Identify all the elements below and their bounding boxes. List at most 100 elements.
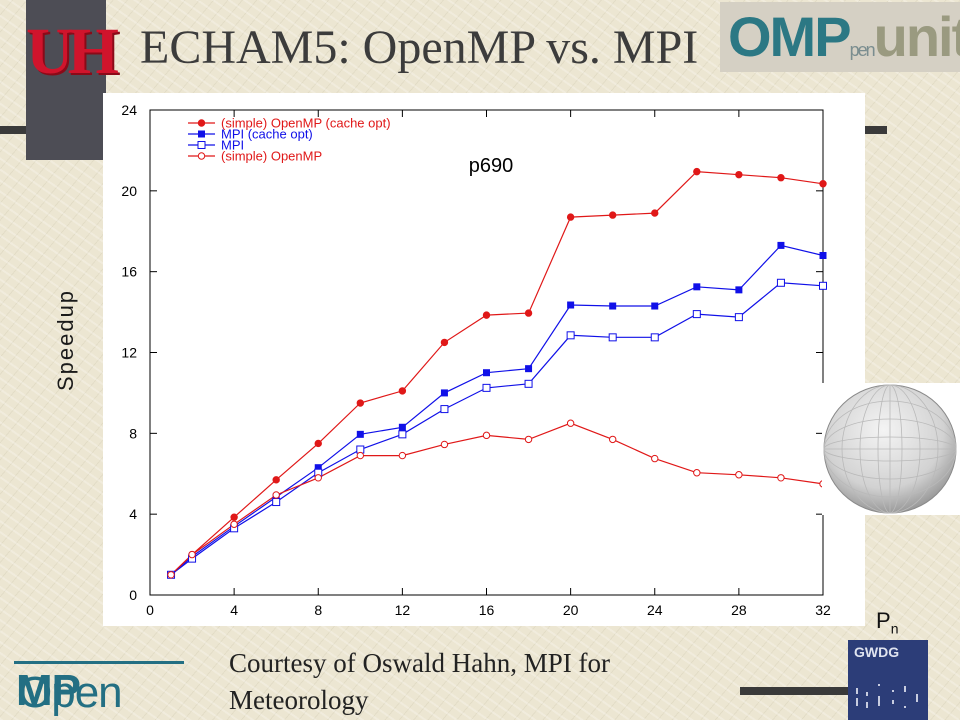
data-point-s2	[819, 252, 827, 259]
x-tick-label: 8	[314, 602, 322, 618]
y-tick-label: 4	[129, 506, 137, 522]
plot-frame	[149, 109, 824, 596]
series-line-2	[170, 244, 824, 576]
y-tick-label: 8	[129, 425, 137, 441]
data-point-s1	[398, 387, 407, 395]
credit-text: Courtesy of Oswald Hahn, MPI for Meteoro…	[229, 648, 610, 715]
gwdg-logo-text: GWDG	[854, 644, 900, 660]
community-logo: OMPpenunity	[720, 2, 960, 72]
data-point-s3	[440, 405, 449, 414]
data-point-s2	[609, 302, 617, 310]
data-point-s2	[735, 286, 743, 294]
legend-marker-2	[198, 130, 205, 138]
data-point-s4	[735, 471, 743, 479]
legend-label-2: MPI (cache opt)	[221, 127, 313, 142]
data-point-s1	[314, 439, 322, 448]
data-point-s1	[608, 211, 617, 219]
y-tick-label: 12	[121, 345, 137, 361]
data-point-s3	[819, 281, 827, 290]
data-point-s3	[692, 310, 701, 319]
y-tick-label: 20	[121, 183, 137, 199]
x-tick-label: 0	[146, 602, 154, 618]
data-point-s4	[398, 451, 407, 460]
data-point-s2	[777, 241, 785, 249]
x-tick-label: 20	[563, 602, 579, 618]
decor-bar-right	[865, 126, 887, 134]
y-axis-label: Speedup	[53, 288, 78, 392]
decor-bar-bottom	[740, 687, 848, 695]
data-point-s2	[398, 423, 406, 431]
data-point-s2	[525, 365, 533, 373]
legend-marker-1	[197, 119, 206, 127]
x-tick-label: 32	[815, 602, 831, 618]
uh-logo-text: UH	[26, 15, 119, 88]
data-point-s4	[230, 520, 238, 528]
data-point-s2	[356, 430, 364, 438]
data-point-s1	[356, 399, 365, 407]
series-line-3	[170, 282, 824, 576]
x-tick-label: 24	[647, 602, 663, 618]
data-point-s3	[776, 278, 785, 287]
y-tick-label: 0	[129, 587, 137, 603]
data-point-s1	[693, 167, 701, 176]
legend-label-3: MPI	[221, 138, 244, 153]
data-point-s3	[650, 333, 659, 342]
data-point-s1	[440, 338, 449, 347]
data-point-s4	[440, 440, 449, 449]
legend-label-1: (simple) OpenMP (cache opt)	[221, 116, 391, 131]
data-point-s2	[440, 389, 448, 397]
data-point-s1	[482, 311, 491, 319]
y-tick-label: 16	[121, 264, 137, 280]
community-logo-tail: unity	[873, 5, 960, 68]
data-point-s4	[167, 571, 175, 579]
chart-annotation: p690	[469, 155, 514, 177]
data-point-s3	[272, 498, 281, 507]
data-point-s3	[398, 430, 407, 439]
data-point-s4	[524, 435, 533, 444]
globe-image	[822, 383, 960, 515]
data-point-s4	[482, 431, 491, 440]
openmp-logo-light: Open	[18, 668, 123, 717]
data-point-s4	[651, 454, 659, 463]
x-tick-label: 4	[230, 602, 238, 618]
legend-marker-4	[197, 152, 206, 160]
slide-title: ECHAM5: OpenMP vs. MPI	[140, 21, 699, 74]
data-point-s1	[735, 170, 743, 179]
legend-label-4: (simple) OpenMP	[221, 149, 322, 164]
data-point-s1	[819, 180, 827, 188]
data-point-s3	[566, 331, 575, 340]
data-point-s3	[482, 383, 491, 392]
data-point-s2	[483, 369, 490, 377]
x-tick-label: 28	[731, 602, 747, 618]
data-point-s4	[608, 435, 617, 444]
data-point-s1	[651, 209, 659, 217]
data-point-s1	[230, 513, 238, 521]
data-point-s1	[272, 476, 280, 484]
data-point-s3	[524, 379, 533, 388]
data-point-s4	[777, 474, 785, 482]
data-point-s4	[314, 474, 322, 482]
chart-panel: 0 4 8 12 16 20 24 28 32 0 4 8 12 16 20 24 (simple) OpenM…	[103, 93, 865, 626]
data-point-s3	[608, 333, 617, 342]
uh-logo: UH	[26, 0, 119, 160]
pn-label-base: P	[876, 608, 891, 633]
data-point-s4	[693, 469, 701, 477]
x-tick-label: 12	[395, 602, 411, 618]
y-tick-label: 24	[121, 102, 137, 118]
data-point-s2	[567, 301, 575, 309]
data-point-s1	[777, 173, 785, 182]
data-point-s2	[693, 283, 701, 291]
data-point-s3	[734, 313, 743, 322]
community-logo-small: pen	[849, 40, 876, 60]
openmp-logo: Open MP	[14, 661, 184, 720]
data-point-s4	[188, 550, 196, 559]
pn-label-sub: n	[890, 620, 899, 637]
data-point-s2	[651, 302, 659, 310]
speedup-chart: 0 4 8 12 16 20 24 28 32 0 4 8 12 16 20 24 (simple) OpenM…	[121, 102, 831, 618]
gwdg-logo: GWDG	[848, 640, 928, 720]
data-point-s1	[566, 213, 575, 221]
data-point-s4	[272, 491, 280, 499]
community-logo-main: OMP	[728, 5, 852, 68]
openmp-logo-bold: MP	[16, 666, 81, 715]
series-line-4	[170, 422, 824, 576]
